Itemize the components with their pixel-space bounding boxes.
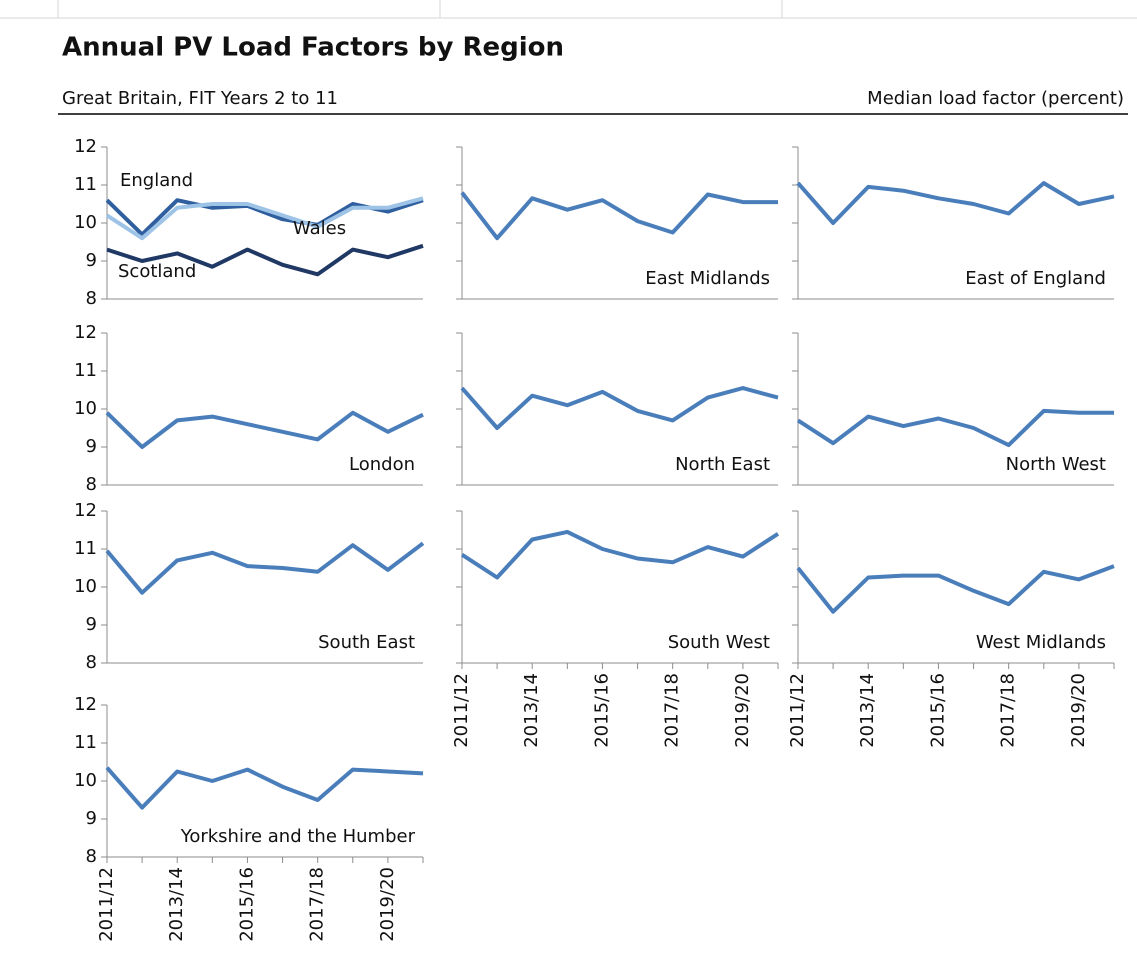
x-tick-label: 2011/12 <box>96 867 117 942</box>
series-label: West Midlands <box>976 632 1106 653</box>
series-line <box>105 766 424 810</box>
y-tick-label: 8 <box>86 474 97 495</box>
series-label: South East <box>318 632 415 653</box>
series-label: Yorkshire and the Humber <box>180 826 416 847</box>
y-tick-label: 12 <box>74 694 97 715</box>
y-tick-label: 8 <box>86 652 97 673</box>
x-tick-label: 2017/18 <box>307 867 328 942</box>
y-tick-label: 11 <box>74 732 97 753</box>
x-tick-label: 2015/16 <box>591 673 612 748</box>
y-tick-label: 9 <box>86 436 97 457</box>
y-tick-label: 9 <box>86 250 97 271</box>
series-line <box>460 191 778 241</box>
series-label: Wales <box>293 218 346 239</box>
x-tick-label: 2011/12 <box>787 673 808 748</box>
y-tick-label: 8 <box>86 846 97 867</box>
x-tick-label: 2015/16 <box>927 673 948 748</box>
series-line <box>796 408 1114 448</box>
series-label: North West <box>1006 454 1106 475</box>
y-tick-label: 10 <box>74 212 97 233</box>
x-tick-label: 2015/16 <box>236 867 257 942</box>
series-line <box>460 386 779 430</box>
series-label: North East <box>675 454 770 475</box>
y-tick-label: 10 <box>74 398 97 419</box>
y-tick-label: 11 <box>74 538 97 559</box>
y-tick-label: 12 <box>74 500 97 521</box>
x-tick-label: 2019/20 <box>732 673 753 748</box>
series-line <box>796 564 1115 614</box>
y-tick-label: 12 <box>74 322 97 343</box>
x-tick-label: 2013/14 <box>857 673 878 748</box>
series-label: South West <box>668 632 770 653</box>
x-tick-label: 2019/20 <box>1068 673 1089 748</box>
series-line <box>105 410 424 449</box>
chart-title: Annual PV Load Factors by Region <box>62 33 564 63</box>
series-line <box>106 243 424 277</box>
series-label: East Midlands <box>645 268 770 289</box>
series-label: England <box>120 170 193 191</box>
y-tick-label: 11 <box>74 174 97 195</box>
subtitle: Great Britain, FIT Years 2 to 11 <box>62 88 338 109</box>
unit-label: Median load factor (percent) <box>867 88 1124 109</box>
y-tick-label: 12 <box>74 136 97 157</box>
x-tick-label: 2013/14 <box>166 867 187 942</box>
y-tick-label: 9 <box>86 614 97 635</box>
series-label: East of England <box>965 268 1106 289</box>
series-line <box>796 181 1115 225</box>
series-line <box>105 541 425 595</box>
y-tick-label: 10 <box>74 576 97 597</box>
y-tick-label: 9 <box>86 808 97 829</box>
y-tick-label: 11 <box>74 360 97 381</box>
x-tick-label: 2019/20 <box>377 867 398 942</box>
x-tick-label: 2013/14 <box>521 673 542 748</box>
series-label: London <box>349 454 415 475</box>
series-line <box>105 196 424 241</box>
x-tick-label: 2017/18 <box>998 673 1019 748</box>
x-tick-label: 2017/18 <box>662 673 683 748</box>
series-line <box>460 529 780 580</box>
x-tick-label: 2011/12 <box>451 673 472 748</box>
series-label: Scotland <box>118 261 196 282</box>
y-tick-label: 8 <box>86 288 97 309</box>
y-tick-label: 10 <box>74 770 97 791</box>
